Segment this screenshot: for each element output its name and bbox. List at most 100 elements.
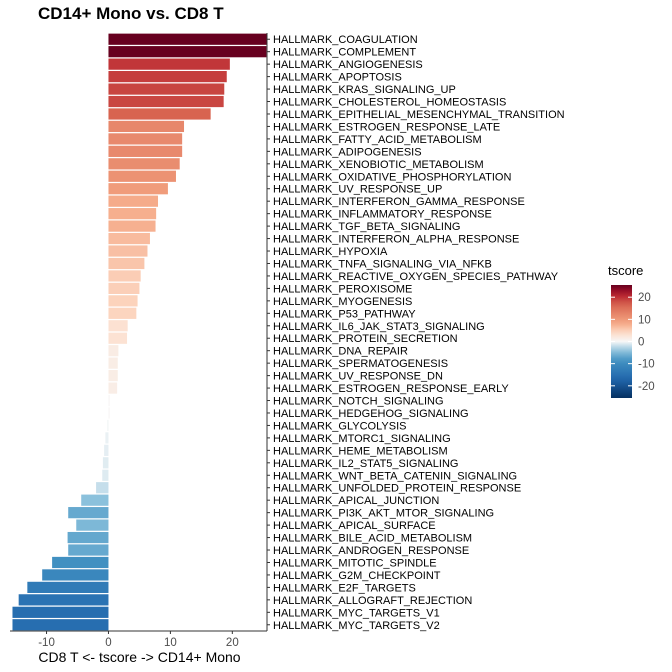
bar <box>108 357 118 369</box>
bar <box>81 494 109 506</box>
x-axis: -10 0 10 20 <box>10 630 267 649</box>
bar <box>108 71 227 83</box>
bar <box>108 370 118 382</box>
y-tick-label: HALLMARK_PEROXISOME <box>273 283 412 295</box>
bar <box>108 382 118 394</box>
bar <box>108 95 224 108</box>
bar <box>96 482 109 494</box>
y-tick-label: HALLMARK_COMPLEMENT <box>273 47 416 59</box>
y-tick-label: HALLMARK_ESTROGEN_RESPONSE_LATE <box>273 121 500 133</box>
bar <box>76 519 109 531</box>
y-axis: HALLMARK_COAGULATIONHALLMARK_COMPLEMENTH… <box>266 33 565 632</box>
y-tick-label: HALLMARK_ANDROGEN_RESPONSE <box>273 545 469 557</box>
legend-label: -20 <box>638 381 655 393</box>
bar <box>108 307 137 319</box>
y-tick-label: HALLMARK_KRAS_SIGNALING_UP <box>273 84 456 96</box>
bar <box>108 133 183 145</box>
bar <box>67 531 109 544</box>
bar <box>108 245 148 257</box>
bar <box>108 33 267 45</box>
y-tick-label: HALLMARK_P53_PATHWAY <box>273 308 416 320</box>
y-tick-label: HALLMARK_UNFOLDED_PROTEIN_RESPONSE <box>273 483 521 495</box>
y-tick-label: HALLMARK_HYPOXIA <box>273 246 388 258</box>
x-tick-label: -10 <box>38 637 55 649</box>
y-tick-label: HALLMARK_FATTY_ACID_METABOLISM <box>273 134 482 146</box>
bar <box>108 170 176 182</box>
bar <box>108 232 150 245</box>
bar <box>108 332 128 344</box>
y-tick-label: HALLMARK_MYC_TARGETS_V2 <box>273 620 440 632</box>
y-tick-label: HALLMARK_APICAL_JUNCTION <box>273 495 439 507</box>
bar <box>104 444 109 456</box>
bar <box>27 581 109 593</box>
y-tick-label: HALLMARK_INTERFERON_GAMMA_RESPONSE <box>273 196 525 208</box>
bar <box>108 108 211 120</box>
bar <box>18 594 109 606</box>
bar <box>108 195 159 207</box>
y-tick-label: HALLMARK_APICAL_SURFACE <box>273 520 436 532</box>
bar <box>108 407 110 419</box>
y-tick-label: HALLMARK_REACTIVE_OXYGEN_SPECIES_PATHWAY <box>273 271 559 283</box>
y-tick-label: HALLMARK_SPERMATOGENESIS <box>273 358 448 370</box>
bar <box>107 419 109 432</box>
bar <box>108 257 145 270</box>
legend-color-bar <box>611 285 632 398</box>
y-tick-label: HALLMARK_NOTCH_SIGNALING <box>273 396 444 408</box>
bar <box>12 619 109 631</box>
y-tick-label: HALLMARK_HEME_METABOLISM <box>273 445 448 457</box>
y-tick-label: HALLMARK_CHOLESTEROL_HOMEOSTASIS <box>273 97 506 109</box>
bar <box>108 158 180 170</box>
y-tick-label: HALLMARK_ESTROGEN_RESPONSE_EARLY <box>273 383 509 395</box>
legend-label: -10 <box>638 359 655 371</box>
y-tick-label: HALLMARK_IL2_STAT5_SIGNALING <box>273 458 458 470</box>
y-tick-label: HALLMARK_TNFA_SIGNALING_VIA_NFKB <box>273 258 492 270</box>
bar <box>108 46 267 58</box>
y-tick-label: HALLMARK_APOPTOSIS <box>273 72 402 84</box>
bar <box>108 145 183 157</box>
y-tick-label: HALLMARK_EPITHELIAL_MESENCHYMAL_TRANSITI… <box>273 109 565 121</box>
y-tick-label: HALLMARK_G2M_CHECKPOINT <box>273 570 441 582</box>
legend-title: tscore <box>608 263 643 278</box>
bar <box>102 469 109 481</box>
y-tick-label: HALLMARK_DNA_REPAIR <box>273 346 408 358</box>
y-tick-label: HALLMARK_INFLAMMATORY_RESPONSE <box>273 209 492 221</box>
y-tick-label: HALLMARK_MITOTIC_SPINDLE <box>273 557 437 569</box>
y-tick-label: HALLMARK_PROTEIN_SECRETION <box>273 333 458 345</box>
bar <box>108 345 119 357</box>
y-tick-label: HALLMARK_XENOBIOTIC_METABOLISM <box>273 159 484 171</box>
y-tick-label: HALLMARK_HEDGEHOG_SIGNALING <box>273 408 469 420</box>
y-tick-label: HALLMARK_ANGIOGENESIS <box>273 59 423 71</box>
x-tick-label: 0 <box>105 637 111 649</box>
bar <box>108 270 141 282</box>
y-tick-label: HALLMARK_PI3K_AKT_MTOR_SIGNALING <box>273 508 494 520</box>
y-tick-label: HALLMARK_ADIPOGENESIS <box>273 146 422 158</box>
legend: tscore 20 10 0 -10 -20 <box>608 263 655 398</box>
bar <box>52 556 109 569</box>
y-tick-label: HALLMARK_MYOGENESIS <box>273 296 412 308</box>
y-tick-label: HALLMARK_WNT_BETA_CATENIN_SIGNALING <box>273 470 517 482</box>
legend-label: 10 <box>638 314 651 326</box>
y-tick-label: HALLMARK_GLYCOLYSIS <box>273 420 406 432</box>
legend-label: 0 <box>638 337 644 349</box>
x-axis-title: CD8 T <- tscore -> CD14+ Mono <box>38 649 240 665</box>
bar <box>102 457 109 469</box>
y-tick-label: HALLMARK_MTORC1_SIGNALING <box>273 433 451 445</box>
y-tick-label: HALLMARK_UV_RESPONSE_UP <box>273 184 442 196</box>
y-tick-label: HALLMARK_COAGULATION <box>273 34 418 46</box>
y-tick-label: HALLMARK_OXIDATIVE_PHOSPHORYLATION <box>273 171 511 183</box>
bar <box>108 220 156 232</box>
y-tick-label: HALLMARK_E2F_TARGETS <box>273 582 416 594</box>
bar <box>42 569 109 581</box>
x-tick-label: 10 <box>164 637 177 649</box>
bar <box>108 208 157 220</box>
bar <box>108 58 230 70</box>
y-tick-label: HALLMARK_IL6_JAK_STAT3_SIGNALING <box>273 321 485 333</box>
bar <box>12 606 109 618</box>
chart-title: CD14+ Mono vs. CD8 T <box>38 4 224 23</box>
bar <box>108 320 128 332</box>
bar <box>108 394 110 407</box>
x-tick-label: 20 <box>226 637 239 649</box>
bar <box>68 544 109 556</box>
y-tick-label: HALLMARK_BILE_ACID_METABOLISM <box>273 533 472 545</box>
